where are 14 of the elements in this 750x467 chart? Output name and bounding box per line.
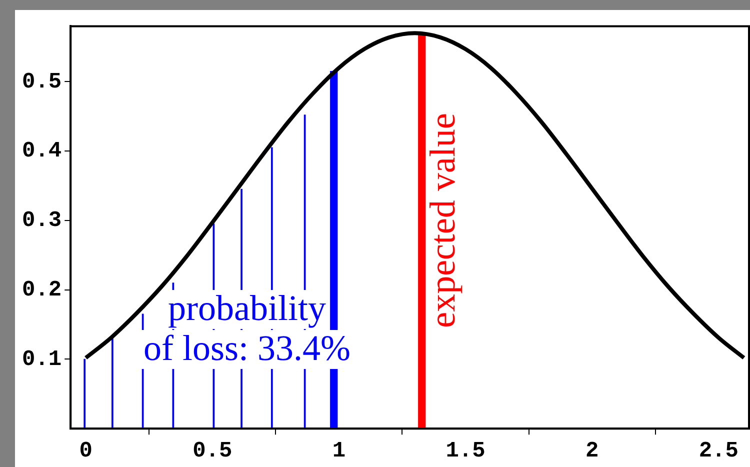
- annotation: expected value: [422, 113, 462, 328]
- x-tick-label: 2.5: [698, 438, 738, 464]
- x-tick-label: 2: [585, 438, 599, 464]
- x-tick-label: 0: [79, 438, 92, 464]
- y-tick-label: 0.4: [22, 138, 62, 164]
- y-tick-label: 0.1: [22, 346, 62, 372]
- y-tick-label: 0.2: [22, 277, 62, 302]
- y-tick-label: 0.3: [22, 208, 62, 234]
- y-tick-label: 0.5: [22, 69, 62, 94]
- line-series: [84, 31, 746, 360]
- x-tick-label: 0.5: [192, 438, 232, 464]
- annotation: probability of loss: 33.4%: [143, 288, 350, 368]
- x-tick-label: 1: [332, 438, 346, 464]
- x-tick-label: 1.5: [446, 438, 486, 464]
